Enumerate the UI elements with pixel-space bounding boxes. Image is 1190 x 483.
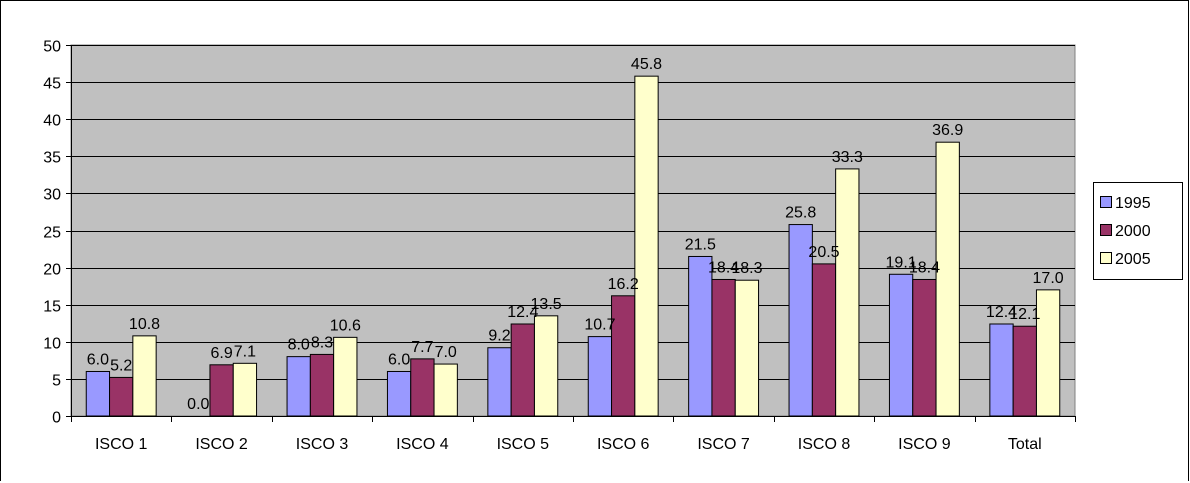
bar-2000 — [711, 278, 736, 417]
bar-2005 — [835, 168, 860, 417]
bars — [85, 75, 1061, 417]
bar-1995 — [688, 255, 713, 417]
bar-2000 — [209, 364, 234, 417]
bar-2000 — [109, 376, 134, 417]
data-label: 10.7 — [584, 317, 615, 334]
bar-2000 — [811, 263, 837, 417]
data-label: 7.1 — [234, 343, 256, 360]
y-tick-label: 20 — [43, 262, 61, 279]
data-label: 13.5 — [531, 296, 562, 313]
legend-swatch-2005 — [1100, 252, 1112, 264]
data-labels: 6.0 0.0 8.0 6.0 9.2 10.7 21.5 25.8 19.1 12.4 5.2 6.… — [87, 56, 1064, 413]
data-label: 45.8 — [631, 56, 662, 73]
x-tick-label: ISCO 4 — [396, 436, 449, 453]
bar-1995 — [487, 347, 512, 417]
data-label: 19.1 — [886, 254, 917, 271]
legend: 1995 2000 2005 — [1093, 182, 1183, 280]
bar-2005 — [232, 362, 258, 417]
bar-2000 — [611, 295, 636, 417]
data-label: 36.9 — [932, 122, 963, 139]
data-label: 8.3 — [311, 334, 333, 351]
bar-2005 — [734, 279, 760, 417]
data-label: 25.8 — [785, 205, 816, 222]
y-tick-label: 0 — [52, 410, 61, 427]
bar-2005 — [935, 141, 960, 417]
data-label: 6.0 — [388, 351, 410, 368]
bar-2005 — [533, 315, 559, 417]
bar-1995 — [888, 273, 914, 417]
data-label: 7.7 — [411, 339, 433, 356]
legend-label-1995: 1995 — [1115, 195, 1151, 212]
data-label: 21.5 — [685, 236, 716, 253]
bar-2000 — [510, 323, 535, 417]
y-tick-label: 25 — [43, 225, 61, 242]
data-label: 5.2 — [110, 357, 132, 374]
y-axis: 0 5 10 15 20 25 30 35 40 45 50 — [43, 39, 72, 427]
bar-2000 — [1012, 325, 1037, 417]
data-label: 6.0 — [87, 351, 109, 368]
bar-1995 — [286, 356, 311, 417]
data-label: 20.5 — [808, 244, 839, 261]
x-tick-label: ISCO 6 — [597, 436, 650, 453]
x-tick-label: ISCO 3 — [296, 436, 349, 453]
bar-2005 — [634, 75, 659, 417]
bar-2005 — [333, 336, 358, 417]
data-label: 12.1 — [1009, 306, 1040, 323]
legend-swatch-2000 — [1100, 224, 1112, 236]
data-label: 7.0 — [435, 344, 457, 361]
data-label: 10.6 — [330, 317, 361, 334]
x-tick-label: ISCO 5 — [497, 436, 550, 453]
y-tick-label: 40 — [43, 113, 61, 130]
x-tick-label: ISCO 8 — [798, 436, 851, 453]
y-tick-label: 50 — [43, 39, 61, 56]
legend-swatch-1995 — [1100, 196, 1112, 208]
data-label: 18.4 — [909, 259, 940, 276]
legend-label-2005: 2005 — [1115, 251, 1151, 268]
y-tick-label: 10 — [43, 336, 61, 353]
bar-2005 — [132, 335, 157, 417]
x-tick-label: Total — [1008, 436, 1042, 453]
bar-1995 — [989, 323, 1014, 417]
bar-2000 — [309, 353, 335, 417]
x-tick-label: ISCO 1 — [95, 436, 148, 453]
data-label: 17.0 — [1033, 270, 1064, 287]
y-tick-label: 15 — [43, 299, 61, 316]
data-label: 8.0 — [288, 337, 310, 354]
data-label: 6.9 — [210, 345, 232, 362]
data-label: 10.8 — [129, 316, 160, 333]
y-tick-label: 30 — [43, 187, 61, 204]
bar-2005 — [433, 363, 458, 417]
data-label: 12.4 — [507, 304, 538, 321]
data-label: 18.4 — [708, 259, 739, 276]
data-label: 0.0 — [187, 396, 209, 413]
legend-label-2000: 2000 — [1115, 223, 1151, 240]
bar-1995 — [386, 370, 412, 417]
data-label: 9.2 — [488, 328, 510, 345]
x-axis: ISCO 1 ISCO 2 ISCO 3 ISCO 4 ISCO 5 ISCO 6 ISCO… — [71, 416, 1076, 453]
bar-2000 — [410, 358, 435, 417]
bar-2000 — [912, 278, 937, 417]
data-label: 33.3 — [832, 149, 863, 166]
bar-1995 — [85, 370, 111, 417]
bar-1995 — [587, 336, 613, 417]
x-tick-label: ISCO 2 — [195, 436, 248, 453]
y-tick-label: 35 — [43, 150, 61, 167]
y-tick-label: 5 — [52, 373, 61, 390]
data-label: 16.2 — [608, 276, 639, 293]
x-tick-label: ISCO 9 — [898, 436, 951, 453]
y-tick-label: 45 — [43, 76, 61, 93]
x-tick-label: ISCO 7 — [697, 436, 750, 453]
data-label: 12.4 — [986, 304, 1017, 321]
data-label: 18.3 — [731, 260, 762, 277]
